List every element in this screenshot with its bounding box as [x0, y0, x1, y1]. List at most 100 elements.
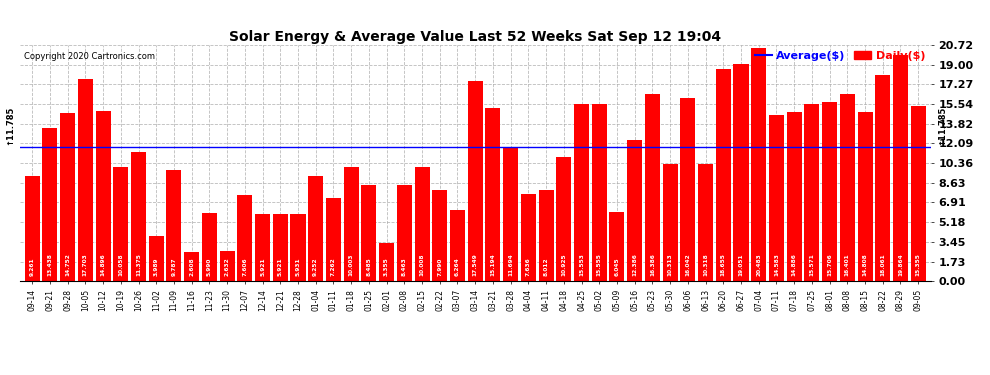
Text: 15.555: 15.555 [597, 253, 602, 276]
Text: ↑11.785: ↑11.785 [938, 106, 946, 145]
Text: 7.636: 7.636 [526, 257, 531, 276]
Text: 14.583: 14.583 [774, 253, 779, 276]
Text: 19.051: 19.051 [739, 253, 743, 276]
Text: 10.313: 10.313 [667, 253, 672, 276]
Text: 14.886: 14.886 [792, 253, 797, 276]
Bar [539, 190, 553, 281]
Bar [397, 185, 412, 281]
Text: 11.375: 11.375 [136, 253, 141, 276]
Bar [574, 104, 589, 281]
Text: 10.003: 10.003 [348, 253, 353, 276]
Bar [202, 213, 217, 281]
Text: 10.318: 10.318 [703, 253, 708, 276]
Text: 5.921: 5.921 [278, 257, 283, 276]
Text: 9.787: 9.787 [171, 257, 176, 276]
Text: 14.752: 14.752 [65, 253, 70, 276]
Bar [627, 140, 643, 281]
Text: 10.058: 10.058 [118, 253, 124, 276]
Bar [220, 251, 235, 281]
Text: 15.553: 15.553 [579, 253, 584, 276]
Text: 5.921: 5.921 [260, 257, 265, 276]
Bar [644, 94, 660, 281]
Bar [680, 98, 695, 281]
Bar [840, 94, 854, 281]
Bar [734, 64, 748, 281]
Bar [43, 128, 57, 281]
Bar [911, 106, 926, 281]
Text: 16.386: 16.386 [649, 253, 655, 276]
Text: 14.808: 14.808 [862, 253, 867, 276]
Text: 15.706: 15.706 [827, 253, 833, 276]
Text: 9.252: 9.252 [313, 257, 318, 276]
Text: Copyright 2020 Cartronics.com: Copyright 2020 Cartronics.com [25, 52, 155, 61]
Title: Solar Energy & Average Value Last 52 Weeks Sat Sep 12 19:04: Solar Energy & Average Value Last 52 Wee… [229, 30, 722, 44]
Text: 3.989: 3.989 [153, 257, 158, 276]
Bar [78, 80, 93, 281]
Bar [148, 236, 163, 281]
Bar [113, 166, 129, 281]
Bar [521, 194, 536, 281]
Text: 18.061: 18.061 [880, 253, 885, 276]
Text: 11.694: 11.694 [508, 253, 513, 276]
Text: 15.355: 15.355 [916, 253, 921, 276]
Bar [379, 243, 394, 281]
Text: 13.438: 13.438 [48, 253, 52, 276]
Text: 9.261: 9.261 [30, 257, 35, 276]
Bar [804, 104, 820, 281]
Bar [467, 81, 483, 281]
Bar [751, 48, 766, 281]
Bar [485, 108, 501, 281]
Text: 17.703: 17.703 [83, 253, 88, 276]
Text: 10.008: 10.008 [420, 253, 425, 276]
Text: 7.606: 7.606 [243, 257, 248, 276]
Bar [344, 167, 358, 281]
Bar [822, 102, 838, 281]
Bar [449, 210, 465, 281]
Text: 16.042: 16.042 [685, 253, 690, 276]
Text: 19.864: 19.864 [898, 253, 903, 276]
Text: 12.386: 12.386 [633, 253, 638, 276]
Bar [96, 111, 111, 281]
Bar [255, 214, 270, 281]
Bar [610, 212, 625, 281]
Text: 20.483: 20.483 [756, 253, 761, 276]
Text: 8.463: 8.463 [402, 257, 407, 276]
Text: 17.549: 17.549 [472, 253, 478, 276]
Bar [184, 252, 199, 281]
Bar [698, 164, 713, 281]
Text: 7.262: 7.262 [331, 257, 336, 276]
Bar [290, 214, 306, 281]
Text: ↑11.785: ↑11.785 [6, 106, 15, 145]
Text: 14.896: 14.896 [101, 253, 106, 276]
Text: 7.990: 7.990 [438, 257, 443, 276]
Text: 15.571: 15.571 [810, 253, 815, 276]
Bar [131, 152, 147, 281]
Bar [503, 148, 518, 281]
Bar [60, 113, 75, 281]
Bar [273, 214, 288, 281]
Bar [556, 157, 571, 281]
Text: 8.485: 8.485 [366, 257, 371, 276]
Bar [326, 198, 341, 281]
Bar [308, 176, 324, 281]
Text: 8.012: 8.012 [544, 257, 548, 276]
Bar [662, 164, 677, 281]
Text: 3.355: 3.355 [384, 257, 389, 276]
Bar [415, 167, 430, 281]
Bar [787, 111, 802, 281]
Text: 15.194: 15.194 [490, 253, 495, 276]
Text: 10.925: 10.925 [561, 253, 566, 276]
Bar [875, 75, 890, 281]
Bar [238, 195, 252, 281]
Bar [433, 190, 447, 281]
Bar [361, 184, 376, 281]
Bar [893, 55, 908, 281]
Bar [769, 115, 784, 281]
Bar [25, 176, 40, 281]
Bar [716, 69, 731, 281]
Text: 5.931: 5.931 [295, 257, 301, 276]
Text: 6.045: 6.045 [615, 257, 620, 276]
Text: 16.401: 16.401 [844, 253, 849, 276]
Bar [857, 112, 872, 281]
Text: 6.264: 6.264 [455, 257, 460, 276]
